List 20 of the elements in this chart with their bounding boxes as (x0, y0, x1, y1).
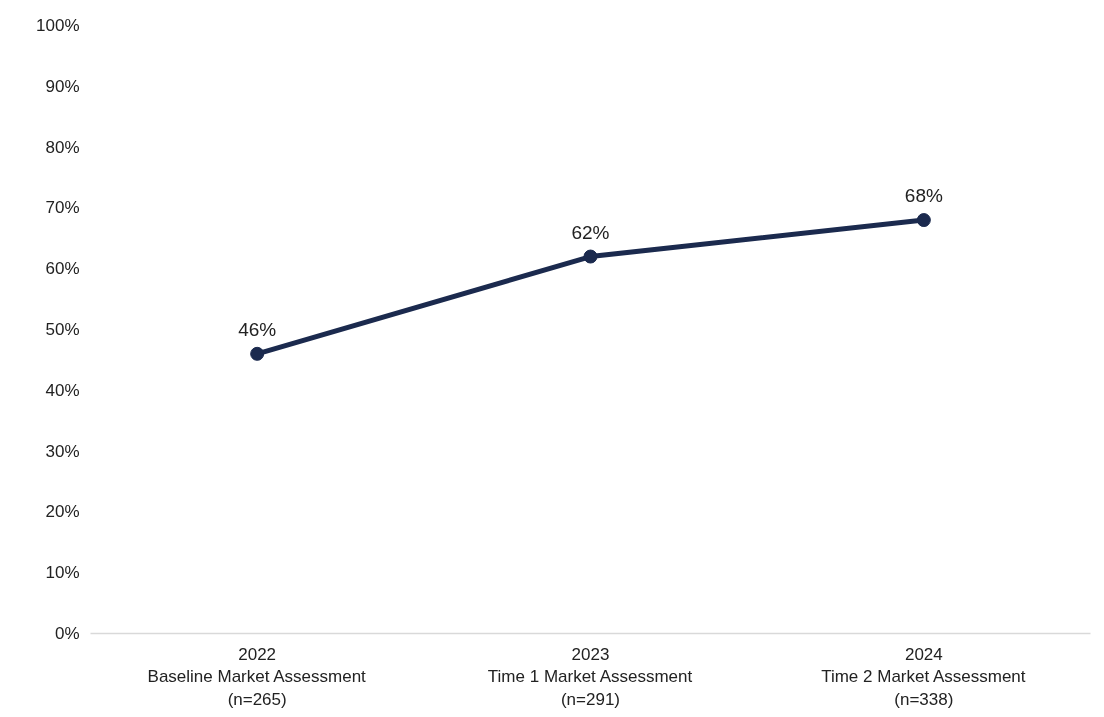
data-label: 68% (904, 185, 943, 207)
point (583, 249, 598, 264)
y-tick-label: 80% (45, 137, 80, 157)
data-label: 46% (238, 318, 277, 340)
x-tick-label: 2024 Time 2 Market Assessment (n=338) (821, 644, 1026, 710)
y-tick-label: 40% (45, 380, 80, 400)
y-tick-label: 60% (45, 259, 80, 279)
y-tick-label: 10% (45, 563, 80, 583)
y-tick-label: 90% (45, 76, 80, 96)
y-tick-label: 0% (54, 624, 80, 643)
x-tick-label: 2023 Time 1 Market Assessment (n=291) (487, 644, 693, 710)
y-tick-label: 70% (45, 198, 80, 218)
y-tick-label: 100% (36, 16, 80, 35)
data-label: 62% (571, 221, 610, 243)
x-tick-label: 2022 Baseline Market Assessment (n=265) (147, 644, 367, 710)
point (250, 346, 265, 361)
y-tick-label: 20% (45, 502, 80, 522)
y-tick-label: 50% (45, 320, 80, 339)
point (916, 213, 931, 228)
y-tick-label: 30% (45, 441, 80, 461)
